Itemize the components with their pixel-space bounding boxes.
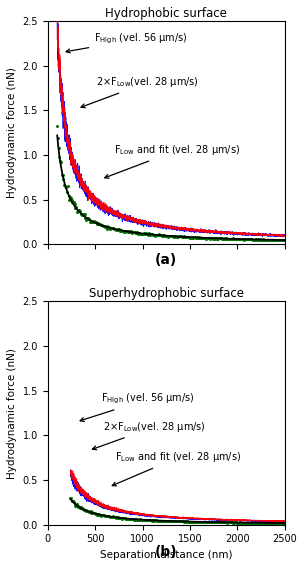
Text: F$_{\rm High}$ (vel. 56 μm/s): F$_{\rm High}$ (vel. 56 μm/s): [66, 31, 188, 53]
Y-axis label: Hydrodynamic force (nN): Hydrodynamic force (nN): [7, 67, 17, 198]
Title: Superhydrophobic surface: Superhydrophobic surface: [89, 287, 244, 301]
Text: F$_{\rm High}$ (vel. 56 μm/s): F$_{\rm High}$ (vel. 56 μm/s): [80, 392, 195, 421]
Text: F$_{\rm Low}$ and fit (vel. 28 μm/s): F$_{\rm Low}$ and fit (vel. 28 μm/s): [112, 450, 241, 486]
Text: (b): (b): [155, 545, 178, 559]
X-axis label: Separation distance (nm): Separation distance (nm): [100, 550, 233, 560]
Text: 2×F$_{\rm Low}$(vel. 28 μm/s): 2×F$_{\rm Low}$(vel. 28 μm/s): [81, 75, 199, 108]
Text: 2×F$_{\rm Low}$(vel. 28 μm/s): 2×F$_{\rm Low}$(vel. 28 μm/s): [92, 420, 206, 450]
Text: F$_{\rm Low}$ and fit (vel. 28 μm/s): F$_{\rm Low}$ and fit (vel. 28 μm/s): [105, 143, 240, 178]
Y-axis label: Hydrodynamic force (nN): Hydrodynamic force (nN): [7, 348, 17, 479]
Title: Hydrophobic surface: Hydrophobic surface: [105, 7, 227, 20]
Text: (a): (a): [155, 253, 177, 268]
